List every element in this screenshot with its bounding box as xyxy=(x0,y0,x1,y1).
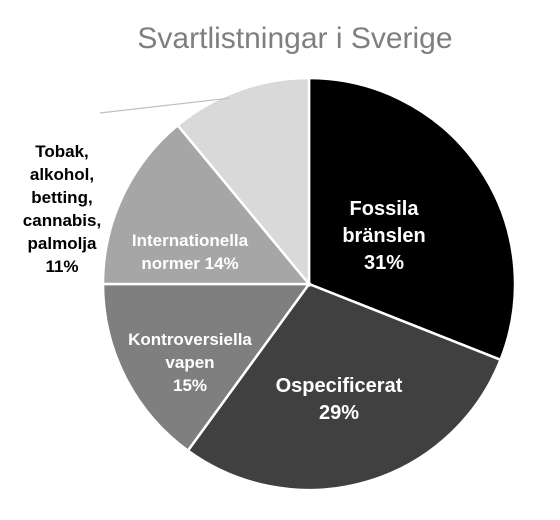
slice-label-line: Kontroversiella xyxy=(128,330,252,349)
slice-label-line: 11% xyxy=(45,257,78,276)
slice-label-line: cannabis, xyxy=(23,211,101,230)
pie-slice-3 xyxy=(101,123,312,286)
pie-slice-2 xyxy=(101,282,312,453)
slice-label-2: Kontroversiella vapen 15% xyxy=(128,330,252,395)
slice-label-line: 29% xyxy=(319,402,359,424)
slice-label-line: vapen xyxy=(165,353,214,372)
slice-label-line: normer 14% xyxy=(141,254,238,273)
slice-label-4: Tobak, alkohol, betting, cannabis, palmolja 1… xyxy=(23,142,101,276)
slice-label-line: alkohol, xyxy=(30,165,94,184)
slice-label-line: betting, xyxy=(31,188,92,207)
slice-label-line: bränslen xyxy=(342,225,425,247)
slice-label-line: Tobak, xyxy=(35,142,89,161)
pie-slice-1 xyxy=(186,282,503,492)
slice-label-3: Internationella normer 14% xyxy=(132,231,249,273)
slice-label-1: Ospecificerat 29% xyxy=(276,375,403,424)
slice-label-line: palmolja xyxy=(28,234,98,253)
slice-label-line: 15% xyxy=(173,376,207,395)
leader-line xyxy=(99,97,230,114)
pie-slice-4 xyxy=(175,76,311,288)
slice-label-0: Fossila bränslen 31% xyxy=(342,198,425,274)
slice-label-line: Fossila xyxy=(350,198,420,220)
slice-label-line: 31% xyxy=(364,252,404,274)
slice-label-line: Internationella xyxy=(132,231,249,250)
chart-title: Svartlistningar i Sverige xyxy=(137,22,453,55)
slice-label-line: Ospecificerat xyxy=(276,375,403,397)
pie-slice-0 xyxy=(307,76,517,362)
